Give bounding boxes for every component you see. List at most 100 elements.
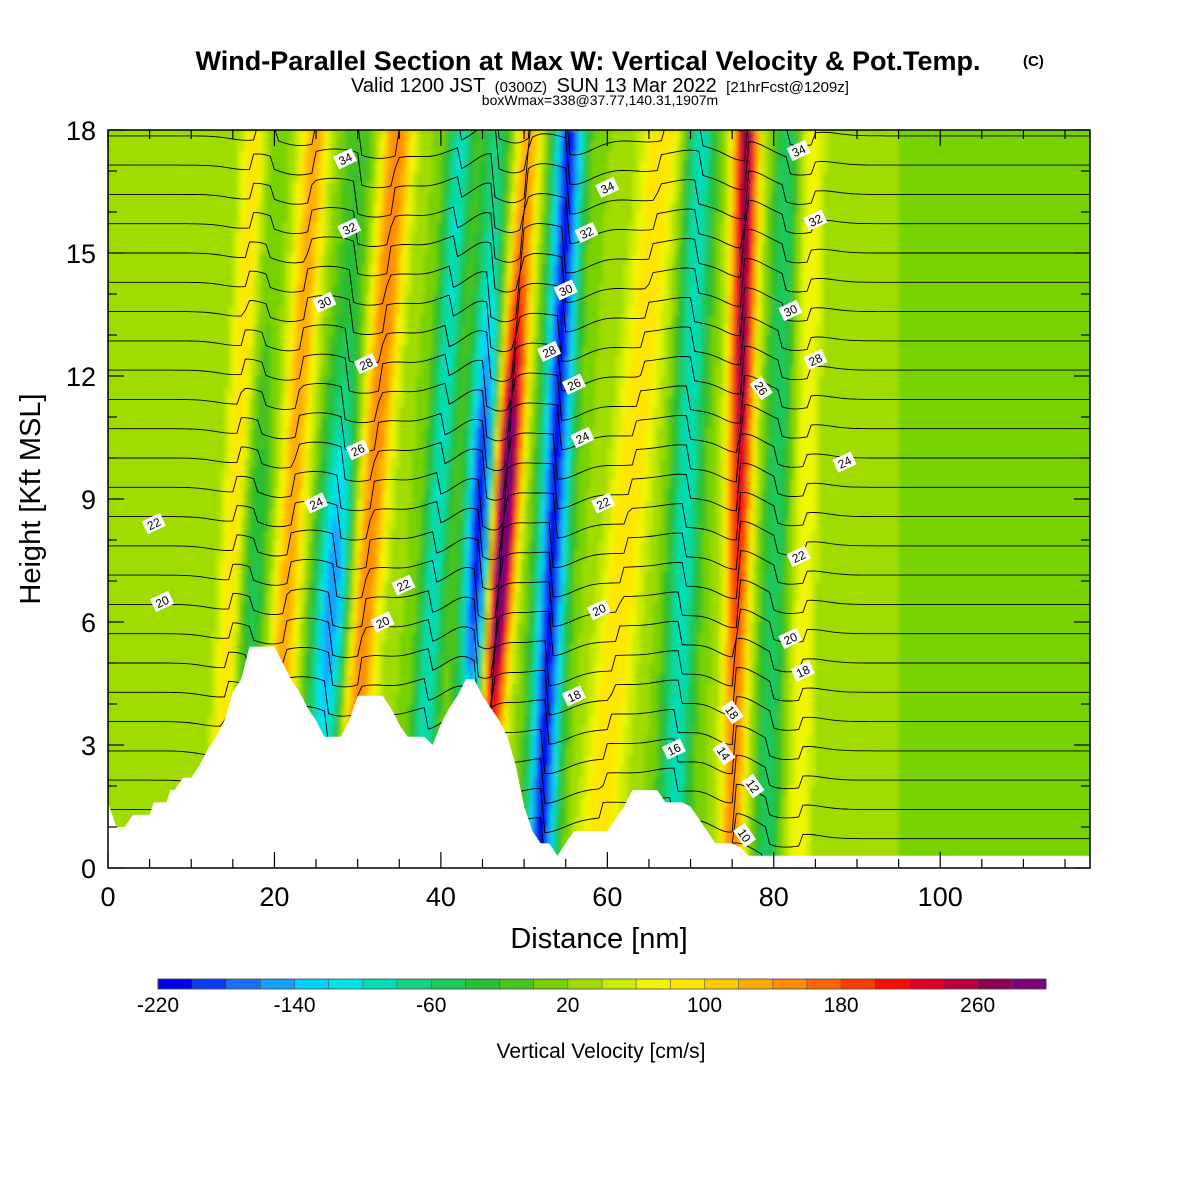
field-cell — [187, 212, 193, 224]
field-cell — [266, 355, 272, 367]
field-cell — [224, 693, 230, 705]
field-cell — [153, 786, 159, 798]
field-cell — [199, 273, 205, 285]
field-cell — [245, 519, 251, 531]
field-cell — [274, 458, 280, 470]
field-cell — [291, 622, 297, 634]
field-cell — [195, 468, 201, 480]
field-cell — [291, 447, 297, 459]
field-cell — [137, 314, 143, 326]
field-cell — [257, 304, 263, 316]
field-cell — [182, 232, 188, 244]
field-cell — [182, 519, 188, 531]
field-cell — [116, 171, 122, 183]
field-cell — [270, 181, 276, 193]
field-cell — [236, 273, 242, 285]
field-cell — [257, 417, 263, 429]
field-cell — [170, 171, 176, 183]
field-cell — [170, 232, 176, 244]
field-cell — [187, 642, 193, 654]
field-cell — [166, 611, 172, 623]
field-cell — [141, 283, 147, 295]
field-cell — [203, 335, 209, 347]
field-cell — [278, 365, 284, 377]
field-cell — [108, 683, 113, 695]
field-cell — [274, 406, 280, 418]
field-cell — [137, 447, 143, 459]
field-cell — [141, 458, 147, 470]
field-cell — [203, 171, 209, 183]
field-cell — [266, 335, 272, 347]
field-cell — [216, 437, 222, 449]
field-cell — [108, 755, 113, 767]
field-cell — [220, 273, 226, 285]
field-cell — [199, 253, 205, 265]
field-cell — [282, 150, 288, 162]
field-cell — [128, 427, 134, 439]
field-cell — [274, 570, 280, 582]
field-cell — [112, 160, 118, 172]
field-cell — [253, 437, 259, 449]
field-cell — [153, 683, 159, 695]
field-cell — [174, 242, 180, 254]
field-cell — [207, 355, 213, 367]
field-cell — [216, 314, 222, 326]
field-cell — [191, 253, 197, 265]
field-cell — [228, 550, 234, 562]
field-cell — [261, 550, 267, 562]
field-cell — [220, 447, 226, 459]
field-cell — [253, 447, 259, 459]
field-cell — [132, 283, 138, 295]
field-cell — [124, 191, 130, 203]
field-cell — [166, 304, 172, 316]
field-cell — [224, 529, 230, 541]
field-cell — [153, 622, 159, 634]
field-cell — [286, 365, 292, 377]
field-cell — [199, 570, 205, 582]
field-cell — [162, 550, 168, 562]
field-cell — [162, 693, 168, 705]
field-cell — [153, 714, 159, 726]
field-cell — [207, 591, 213, 603]
field-cell — [120, 447, 126, 459]
field-cell — [282, 427, 288, 439]
field-cell — [266, 540, 272, 552]
field-cell — [203, 591, 209, 603]
field-cell — [212, 191, 217, 203]
field-cell — [249, 509, 255, 521]
field-cell — [220, 499, 226, 511]
field-cell — [137, 201, 143, 213]
field-cell — [261, 273, 267, 285]
field-cell — [182, 652, 188, 664]
field-cell — [207, 632, 213, 644]
field-cell — [191, 663, 197, 675]
field-cell — [203, 478, 209, 490]
field-cell — [149, 365, 155, 377]
field-cell — [178, 663, 184, 675]
field-cell — [178, 755, 184, 767]
field-cell — [228, 652, 234, 664]
field-cell — [145, 509, 151, 521]
field-cell — [145, 273, 151, 285]
field-cell — [270, 376, 276, 388]
field-cell — [199, 130, 205, 142]
field-cell — [282, 550, 288, 562]
field-cell — [241, 201, 247, 213]
field-cell — [195, 509, 201, 521]
field-cell — [212, 570, 217, 582]
field-cell — [157, 632, 163, 644]
field-cell — [157, 570, 163, 582]
field-cell — [120, 478, 126, 490]
field-cell — [224, 335, 230, 347]
field-cell — [212, 683, 217, 695]
field-cell — [124, 283, 130, 295]
field-cell — [278, 294, 284, 306]
field-cell — [128, 212, 134, 224]
field-cell — [120, 345, 126, 357]
field-cell — [137, 591, 143, 603]
field-cell — [162, 765, 168, 777]
field-cell — [145, 478, 151, 490]
field-cell — [187, 529, 193, 541]
field-cell — [157, 663, 163, 675]
field-cell — [108, 181, 113, 193]
